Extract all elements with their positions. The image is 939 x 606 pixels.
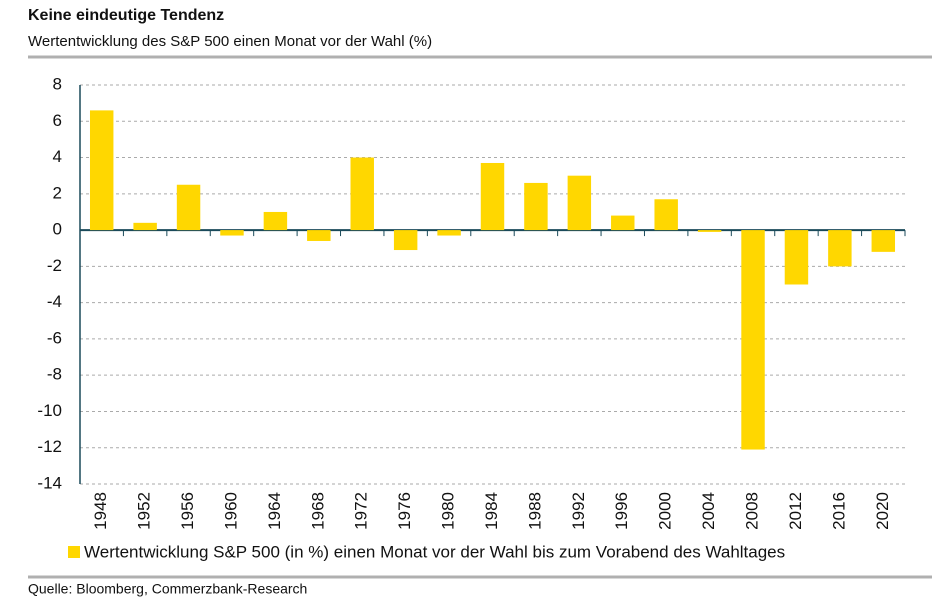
x-tick-label: 2004 <box>699 492 718 530</box>
bar <box>133 222 157 231</box>
bar <box>480 162 505 231</box>
x-tick-label: 1968 <box>308 492 327 530</box>
x-tick-label: 1952 <box>135 492 154 530</box>
bar <box>524 182 548 231</box>
y-tick-label: 4 <box>53 147 62 166</box>
y-tick-label: 6 <box>53 111 62 130</box>
x-tick-label: 1988 <box>525 492 544 530</box>
x-tick-label: 2020 <box>873 492 892 530</box>
y-tick-label: -12 <box>37 437 62 456</box>
bar <box>828 230 852 267</box>
bar <box>611 215 635 231</box>
bar <box>89 110 114 231</box>
x-tick-label: 1948 <box>91 492 110 530</box>
y-tick-label: -14 <box>37 473 62 492</box>
bar <box>871 230 896 252</box>
x-tick-label: 1972 <box>352 492 371 530</box>
y-tick-label: -6 <box>47 328 62 347</box>
x-tick-label: 2000 <box>656 492 675 530</box>
y-tick-label: 8 <box>53 74 62 93</box>
x-tick-label: 2008 <box>743 492 762 530</box>
y-tick-label: 2 <box>53 183 62 202</box>
bar <box>176 184 201 231</box>
bar <box>393 230 418 251</box>
y-tick-label: 0 <box>53 220 62 239</box>
x-tick-label: 1992 <box>569 492 588 530</box>
bar <box>654 199 678 231</box>
chart-title: Keine eindeutige Tendenz <box>28 7 224 24</box>
bar <box>784 230 809 285</box>
x-tick-label: 1976 <box>395 492 414 530</box>
x-tick-label: 2012 <box>786 492 805 530</box>
bar <box>220 230 244 236</box>
bar <box>437 230 461 236</box>
x-tick-label: 1964 <box>265 492 284 530</box>
legend-label: Wertentwicklung S&P 500 (in %) einen Mon… <box>84 542 785 561</box>
y-tick-label: -8 <box>47 365 62 384</box>
bar <box>741 230 765 450</box>
legend-swatch <box>68 546 80 558</box>
y-tick-label: -2 <box>47 256 62 275</box>
chart-subtitle: Wertentwicklung des S&P 500 einen Monat … <box>28 33 432 50</box>
y-tick-label: -4 <box>47 292 62 311</box>
x-tick-label: 2016 <box>829 492 848 530</box>
bar <box>697 230 722 232</box>
x-tick-label: 1960 <box>221 492 240 530</box>
x-tick-label: 1956 <box>178 492 197 530</box>
x-tick-label: 1996 <box>612 492 631 530</box>
bar <box>567 175 592 231</box>
y-tick-label: -10 <box>37 401 62 420</box>
bar <box>307 230 331 241</box>
x-tick-label: 1980 <box>439 492 458 530</box>
bar <box>350 157 374 231</box>
source: Quelle: Bloomberg, Commerzbank-Research <box>28 581 307 597</box>
x-tick-label: 1984 <box>482 492 501 530</box>
bar <box>263 211 288 231</box>
